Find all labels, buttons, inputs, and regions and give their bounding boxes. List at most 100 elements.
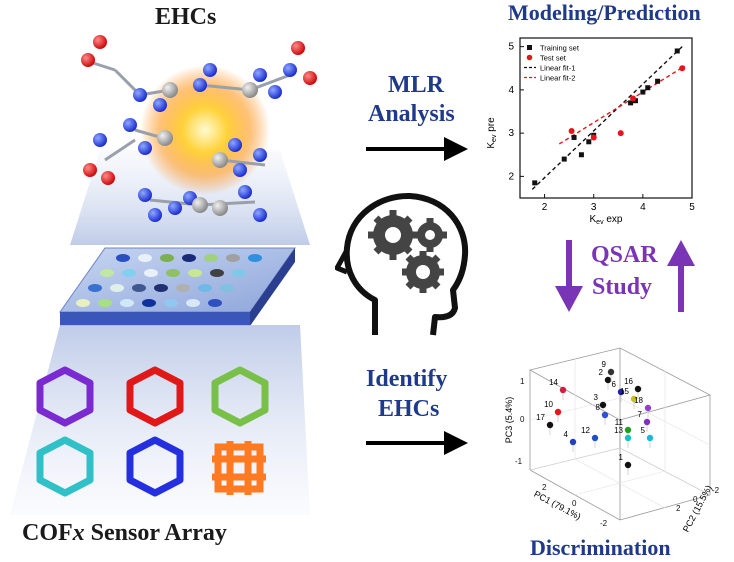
carbon-atoms [157, 82, 258, 216]
training-point [640, 89, 646, 95]
y-axis-label: Kev pre [486, 117, 498, 149]
identify-label: Identify [366, 366, 448, 392]
nitrogen-atoms [93, 63, 297, 222]
pca-point-label: 10 [544, 400, 553, 409]
pca-point-5 [646, 434, 654, 442]
pca-point-18 [644, 404, 652, 412]
pca-point-3 [599, 401, 607, 409]
pca-point-12 [591, 434, 599, 442]
brain-gears-icon [335, 192, 469, 336]
pca-point-label: 15 [620, 387, 629, 396]
mlr-label: MLR [388, 72, 444, 98]
pca-point-label: 13 [614, 426, 623, 435]
z-tick-0: 0 [520, 415, 525, 424]
pca-point-7 [643, 418, 651, 426]
legend-label: Linear fit-1 [540, 64, 575, 73]
pc2-tick-2: 2 [676, 504, 681, 513]
cof-hexagon-red [126, 366, 184, 427]
pca-point-label: 11 [615, 418, 624, 427]
cof-structures [36, 366, 269, 497]
pca-point-label: 1 [619, 453, 624, 462]
ehc-molecules-illustration [70, 35, 317, 245]
training-point [586, 139, 592, 145]
pca-point-label: 5 [641, 426, 646, 435]
pca-point-label: 8 [596, 403, 601, 412]
pca-point-label: 7 [638, 410, 643, 419]
ehcs-title: EHCs [155, 4, 217, 30]
x-tick-label: 3 [591, 202, 597, 213]
pca-point-13 [624, 434, 632, 442]
arrow-to-modeling [366, 137, 468, 161]
arrow-to-discrimination [366, 431, 468, 455]
legend-marker [526, 54, 533, 61]
x-tick-2: 2 [542, 483, 547, 492]
modeling-title: Modeling/Prediction [508, 0, 701, 25]
pca-ticks: 1 0 -1 2 0 -2 2 0 -2 [515, 377, 720, 528]
test-point [617, 130, 624, 137]
training-point [655, 78, 661, 84]
y-tick-label: 5 [508, 42, 514, 53]
pca-point-label: 4 [564, 430, 569, 439]
qsar-label: QSAR [591, 242, 658, 268]
test-point [679, 65, 686, 72]
sensor-array-plate [59, 247, 296, 326]
training-point [674, 48, 680, 54]
study-label: Study [592, 274, 653, 300]
analysis-label: Analysis [368, 101, 455, 127]
pca-3d-chart: 1 0 -1 2 0 -2 2 0 -2 PC3 (5.4%) PC1 (79.… [504, 347, 720, 534]
cof-array-title: COFx Sensor Array [22, 520, 227, 546]
pca-y-axis-label: PC3 (5.4%) [504, 397, 514, 444]
pca-point-15 [630, 395, 638, 403]
x-tick-label: 5 [689, 202, 695, 213]
y-tick-label: 3 [508, 128, 514, 139]
training-point [578, 152, 584, 158]
pca-point-label: 14 [549, 378, 558, 387]
pc2-tick-m2: -2 [712, 486, 720, 495]
pc2-tick-0: 0 [693, 495, 698, 504]
test-point [590, 134, 597, 141]
plot-frame [519, 37, 693, 199]
legend-marker [527, 45, 532, 50]
pca-point-label: 2 [599, 368, 604, 377]
pca-point-label: 18 [634, 396, 643, 405]
cof-hexagon-purple [36, 366, 94, 427]
fit-line [558, 65, 685, 145]
qsar-arrows [555, 240, 695, 312]
pca-point-6 [617, 388, 625, 396]
pca-point-8 [601, 411, 609, 419]
x-tick-label: 2 [542, 202, 548, 213]
pca-point-label: 17 [536, 413, 545, 422]
legend-label: Test set [540, 54, 567, 63]
training-point [645, 85, 651, 91]
pca-point-9 [607, 368, 615, 376]
pca-point-label: 16 [624, 377, 633, 386]
training-point [632, 98, 638, 104]
z-tick-1: 1 [520, 377, 525, 386]
pca-point-11 [624, 426, 632, 434]
y-tick-label: 4 [508, 85, 514, 96]
oxygen-atoms [81, 35, 317, 185]
pca-point-label: 6 [612, 380, 617, 389]
pca-point-4 [569, 438, 577, 446]
training-point [561, 156, 567, 162]
test-point [568, 127, 575, 134]
pca-point-17 [546, 421, 554, 429]
x-tick-label: 4 [640, 202, 646, 213]
identify-ehcs-label: EHCs [378, 396, 440, 422]
pca-point-1 [624, 461, 632, 469]
cof-hexagon-blue [126, 436, 184, 497]
pca-point-10 [554, 408, 562, 416]
training-point [628, 100, 634, 106]
pca-point-2 [604, 376, 612, 384]
pca-z-axis-label: PC2 (15.5%) [681, 483, 714, 533]
training-point [571, 134, 577, 140]
discrimination-title: Discrimination [530, 535, 671, 560]
x-tick-0: 0 [572, 499, 577, 508]
pca-point-14 [559, 386, 567, 394]
pca-point-16 [634, 385, 642, 393]
legend-label: Training set [540, 44, 580, 53]
pca-point-label: 9 [602, 360, 607, 369]
sensor-wells [76, 254, 262, 307]
